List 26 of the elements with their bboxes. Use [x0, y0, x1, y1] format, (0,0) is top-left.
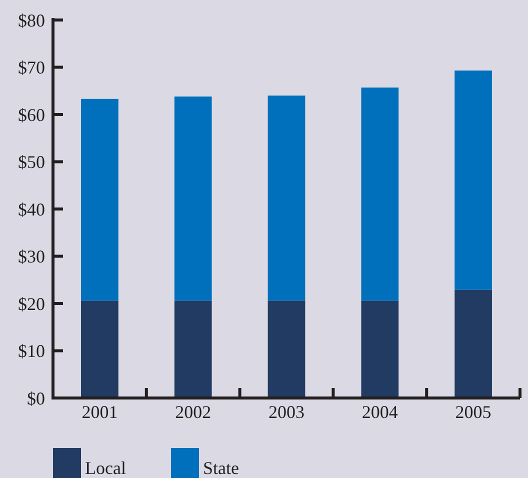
bar: [268, 96, 306, 301]
y-tick-label: $30: [18, 246, 45, 267]
x-tick-label: 2002: [175, 402, 212, 422]
x-tick-label: 2004: [362, 402, 398, 422]
y-tick-label: $40: [18, 199, 45, 220]
y-tick-label: $20: [18, 294, 45, 314]
bar: [361, 300, 399, 398]
bar: [81, 300, 118, 398]
bar: [174, 300, 212, 398]
bar: [454, 290, 492, 398]
bar: [174, 96, 212, 301]
bar: [81, 98, 118, 301]
x-tick-label: 2001: [82, 402, 118, 422]
bar: [361, 88, 399, 301]
legend-label: Local: [85, 458, 126, 478]
y-tick-label: $0: [27, 388, 45, 408]
y-tick-label: $70: [18, 58, 45, 78]
bar: [454, 70, 492, 290]
x-tick-label: 2005: [455, 402, 492, 422]
x-tick-label: 2003: [268, 402, 304, 422]
y-tick-label: $80: [18, 10, 45, 30]
y-tick-label: $50: [18, 152, 45, 172]
y-tick-label: $60: [18, 104, 45, 125]
y-tick-label: $10: [18, 341, 45, 362]
bar: [268, 300, 306, 398]
legend-label: State: [203, 458, 239, 478]
